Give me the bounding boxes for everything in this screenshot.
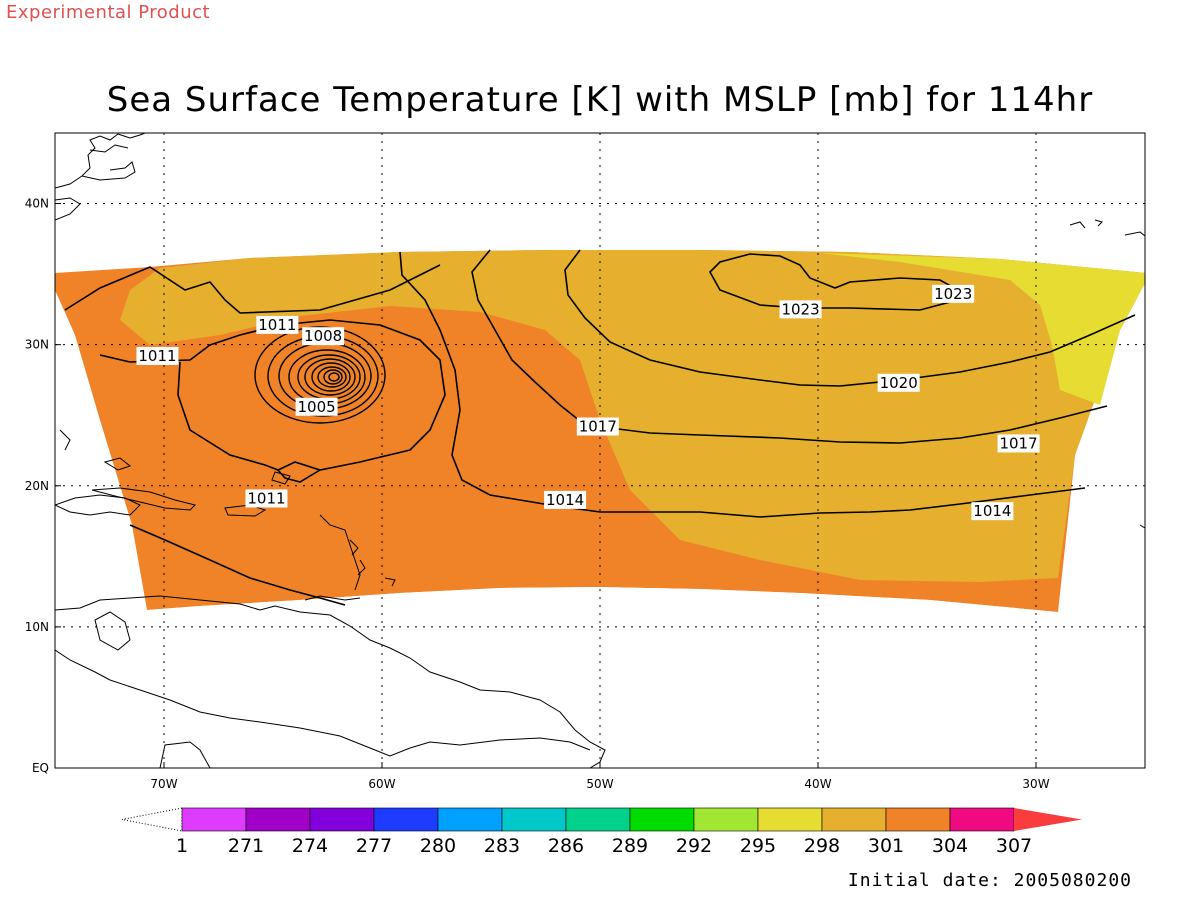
lon-tick-label: 30W (1022, 777, 1049, 791)
svg-text:1020: 1020 (880, 374, 918, 392)
lat-tick-label: 30N (25, 338, 49, 352)
isobar-label: 1014 (971, 502, 1014, 520)
isobar-label: 1011 (136, 346, 179, 365)
colorbar-label: 1 (176, 835, 188, 857)
colorbar-right-arrow (1014, 808, 1082, 831)
colorbar-swatch (245, 807, 311, 832)
colorbar-swatch (693, 807, 759, 832)
sst-band-301 (120, 250, 1145, 582)
colorbar-swatch (181, 807, 247, 832)
lon-tick-label: 50W (586, 777, 613, 791)
colorbar: 1 271 274 277 280 283 286 289 292 295 298 301 304 307 (121, 807, 1082, 857)
colorbar-swatch (501, 807, 567, 832)
colorbar-swatch (885, 807, 951, 832)
map-title: Sea Surface Temperature [K] with MSLP [m… (106, 80, 1094, 120)
svg-text:1008: 1008 (304, 327, 342, 345)
isobar-label: 1005 (295, 397, 338, 416)
colorbar-label: 304 (932, 835, 968, 857)
coastlines (55, 133, 1145, 768)
colorbar-label: 286 (548, 835, 584, 857)
colorbar-left-arrow (121, 807, 183, 832)
colorbar-label: 271 (228, 835, 264, 857)
sst-band-298 (820, 253, 1145, 405)
colorbar-label: 280 (420, 835, 456, 857)
lat-tick-label: EQ (32, 761, 49, 775)
isobar-labels: 1011 1011 1008 1005 1011 1014 1017 1017 1014 1020… (136, 284, 1040, 520)
lon-tick-label: 60W (368, 777, 395, 791)
latitude-axis: EQ 10N 20N 30N 40N (25, 197, 61, 775)
lon-tick-label: 40W (804, 777, 831, 791)
svg-text:1017: 1017 (999, 434, 1037, 452)
isobar-label: 1014 (544, 490, 587, 509)
svg-text:1017: 1017 (579, 418, 617, 436)
colorbar-label: 307 (996, 835, 1032, 857)
lat-lon-grid (55, 133, 1145, 768)
lat-tick-label: 20N (25, 479, 49, 493)
colorbar-swatch (821, 807, 887, 832)
colorbar-swatch (757, 807, 823, 832)
lon-tick-label: 70W (150, 777, 177, 791)
isobar-label: 1011 (256, 315, 299, 334)
colorbar-label: 274 (292, 835, 328, 857)
colorbar-label: 301 (868, 835, 904, 857)
colorbar-label: 283 (484, 835, 520, 857)
colorbar-label: 289 (612, 835, 648, 857)
svg-text:1011: 1011 (258, 316, 296, 334)
colorbar-swatch (565, 807, 631, 832)
svg-text:1023: 1023 (934, 285, 972, 303)
lat-tick-label: 10N (25, 620, 49, 634)
svg-text:1011: 1011 (247, 489, 285, 507)
longitude-axis: 70W 60W 50W 40W 30W (150, 762, 1050, 791)
svg-text:1014: 1014 (546, 491, 584, 509)
isobar-label: 1017 (576, 417, 619, 436)
isobar-label: 1017 (997, 434, 1040, 453)
colorbar-swatch (373, 807, 439, 832)
colorbar-swatch (309, 807, 375, 832)
svg-text:1014: 1014 (973, 502, 1011, 520)
colorbar-swatch (629, 807, 695, 832)
svg-text:1005: 1005 (298, 398, 336, 416)
isobar-label: 1011 (245, 489, 288, 508)
svg-text:1023: 1023 (781, 300, 819, 318)
colorbar-label: 295 (740, 835, 776, 857)
colorbar-label: 292 (676, 835, 712, 857)
colorbar-swatch (437, 807, 503, 832)
svg-text:1011: 1011 (138, 347, 176, 365)
isobar-label: 1023 (779, 300, 822, 319)
colorbar-label: 277 (356, 835, 392, 857)
lat-tick-label: 40N (25, 197, 49, 211)
colorbar-swatch (949, 807, 1015, 832)
experimental-product-note: Experimental Product (6, 2, 211, 23)
initial-date: Initial date: 2005080200 (847, 870, 1132, 891)
isobar-label: 1020 (877, 373, 920, 392)
colorbar-label: 298 (804, 835, 840, 857)
isobar-label: 1008 (302, 327, 345, 346)
isobar-label: 1023 (932, 284, 975, 303)
